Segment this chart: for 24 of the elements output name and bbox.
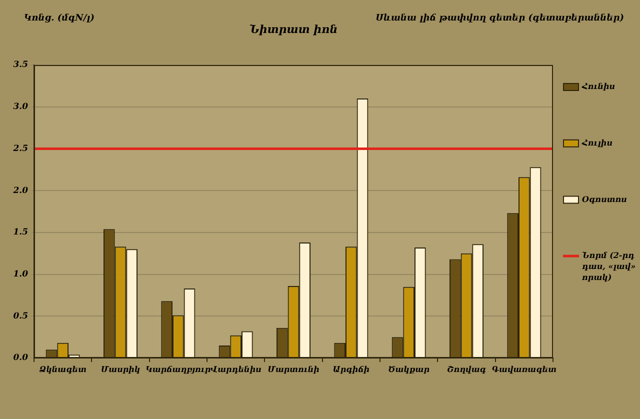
x-tick-label: Կարճաղբյուր: [146, 364, 211, 374]
x-tick-label: Գավառագետ: [492, 364, 556, 374]
legend-label: Հունիս: [581, 81, 616, 92]
legend-label: Նորմ (2-րդ դաս, «լավ» որակ): [581, 250, 636, 282]
x-tick-label: Շողվագ: [447, 364, 487, 374]
y-tick-label: 0.5: [13, 311, 28, 322]
y-tick-label: 1.0: [13, 269, 28, 280]
legend-label: Հուլիս: [581, 137, 613, 148]
y-tick-label: 3.5: [13, 60, 28, 70]
x-tick-label: Ձկնագետ: [39, 364, 86, 374]
x-axis-title: Սևանա լիճ թափվող գետեր (գետաբերաններ): [376, 13, 624, 24]
y-tick-label: 0.0: [13, 353, 28, 364]
x-tick-label: Վարդենիս: [210, 364, 262, 374]
legend-label: Օգոստոս: [582, 194, 628, 204]
x-tick-label: Արգիճի: [332, 364, 370, 374]
y-axis-title: Կոնց. (մգN/լ): [24, 13, 94, 24]
x-tick-label: Մասրիկ: [100, 364, 140, 374]
x-tick-label: Ծակքար: [388, 364, 430, 374]
x-tick-label: Մարտունի: [268, 364, 320, 374]
y-tick-label: 3.0: [13, 102, 28, 112]
y-tick-label: 2.0: [12, 186, 28, 196]
y-tick-label: 1.5: [13, 228, 28, 238]
y-tick-label: 2.5: [12, 144, 28, 154]
chart-title: Նիտրատ իոն: [249, 22, 338, 36]
